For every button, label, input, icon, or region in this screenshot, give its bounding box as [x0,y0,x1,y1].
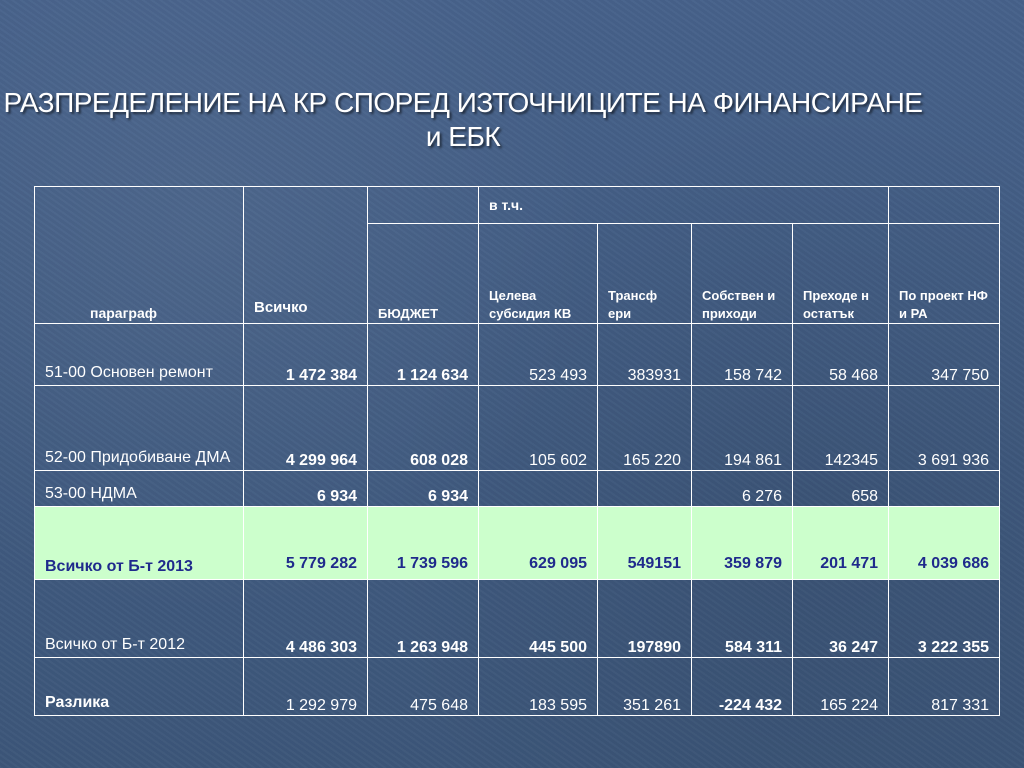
header-empty-cell [888,186,1001,224]
cell-total: 4 299 964 [243,385,368,471]
header-total: Всичко [243,186,368,324]
row-label: 52-00 Придобиване ДМА [34,385,244,471]
cell-budget: 1 739 596 [367,506,479,580]
header-project: По проект НФ и РА [888,223,1001,324]
cell-budget: 475 648 [367,657,479,716]
cell-project: 4 039 686 [888,506,1001,580]
header-carryover: Преходе н остатък [791,223,890,324]
cell-budget: 608 028 [367,385,479,471]
cell-transfers [597,470,692,507]
cell-project [888,470,1001,507]
header-incl: в т.ч. [477,186,890,224]
cell-target: 105 602 [478,385,598,471]
cell-own: 584 311 [691,579,793,658]
cell-project: 3 691 936 [888,385,1001,471]
cell-own: 359 879 [691,506,793,580]
cell-transfers: 165 220 [597,385,692,471]
slide-title-line2: и ЕБК [425,121,501,152]
cell-transfers: 351 261 [597,657,692,716]
table-row: 51-00 Основен ремонт 1 472 384 1 124 634… [34,323,1001,386]
row-label: Всичко от Б-т 2012 [34,579,244,658]
cell-transfers: 197890 [597,579,692,658]
cell-total: 6 934 [243,470,368,507]
row-label: 53-00 НДМА [34,470,244,507]
row-label: 51-00 Основен ремонт [34,323,244,386]
cell-project: 817 331 [888,657,1001,716]
row-label: Разлика [34,657,244,716]
cell-carry: 658 [791,470,890,507]
table-row-total-2013: Всичко от Б-т 2013 5 779 282 1 739 596 6… [34,506,1001,580]
cell-total: 1 292 979 [243,657,368,716]
slide-title: РАЗПРЕДЕЛЕНИЕ НА КР СПОРЕД ИЗТОЧНИЦИТЕ Н… [0,86,926,154]
cell-carry: 165 224 [791,657,890,716]
cell-total: 4 486 303 [243,579,368,658]
cell-total: 1 472 384 [243,323,368,386]
cell-carry: 142345 [791,385,890,471]
cell-budget: 1 124 634 [367,323,479,386]
cell-own: 6 276 [691,470,793,507]
slide-title-line1: РАЗПРЕДЕЛЕНИЕ НА КР СПОРЕД ИЗТОЧНИЦИТЕ Н… [3,87,923,118]
header-row-2: БЮДЖЕТ Целева субсидия КВ Трансф ери Соб… [35,223,1001,324]
header-row-1: параграф Всичко в т.ч. [34,186,1001,324]
cell-target: 629 095 [478,506,598,580]
cell-own: 194 861 [691,385,793,471]
cell-total: 5 779 282 [243,506,368,580]
table-row-difference: Разлика 1 292 979 475 648 183 595 351 26… [34,657,1001,716]
cell-project: 347 750 [888,323,1001,386]
header-own-revenue: Собствен и приходи [691,223,793,324]
cell-budget: 6 934 [367,470,479,507]
table-row: 53-00 НДМА 6 934 6 934 6 276 658 [34,470,1001,507]
header-empty-cell [367,186,479,224]
header-target-subsidy: Целева субсидия КВ [478,223,598,324]
cell-target: 523 493 [478,323,598,386]
cell-carry: 201 471 [791,506,890,580]
header-paragraph: параграф [34,186,244,324]
cell-project: 3 222 355 [888,579,1001,658]
cell-transfers: 549151 [597,506,692,580]
cell-target: 183 595 [478,657,598,716]
cell-budget: 1 263 948 [367,579,479,658]
cell-target: 445 500 [478,579,598,658]
cell-own: 158 742 [691,323,793,386]
financing-table: параграф Всичко в т.ч. БЮДЖЕТ Целева суб… [34,186,1001,716]
header-budget: БЮДЖЕТ [367,223,479,324]
row-label: Всичко от Б-т 2013 [34,506,244,580]
cell-carry: 58 468 [791,323,890,386]
cell-carry: 36 247 [791,579,890,658]
table-row: 52-00 Придобиване ДМА 4 299 964 608 028 … [34,385,1001,471]
cell-transfers: 383931 [597,323,692,386]
header-transfers: Трансф ери [597,223,692,324]
table-row: Всичко от Б-т 2012 4 486 303 1 263 948 4… [34,579,1001,658]
cell-target [478,470,598,507]
cell-own: -224 432 [691,657,793,716]
